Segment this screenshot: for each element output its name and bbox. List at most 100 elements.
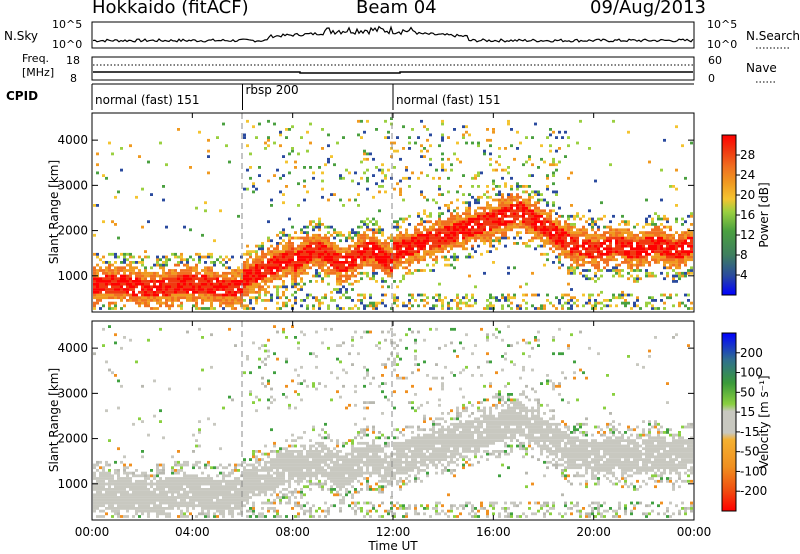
range-time-cell [489, 195, 492, 199]
range-time-cell [198, 428, 201, 432]
range-time-cell [282, 330, 285, 334]
range-time-cell [327, 307, 330, 310]
range-time-cell [360, 263, 363, 267]
range-time-cell [540, 157, 543, 161]
range-time-cell [411, 304, 414, 308]
range-time-cell [249, 301, 252, 305]
range-time-cell [288, 233, 291, 237]
range-time-cell [255, 482, 258, 486]
range-time-cell [204, 463, 207, 467]
range-time-cell [96, 477, 99, 480]
range-time-cell [342, 274, 345, 278]
range-time-cell [252, 280, 255, 283]
range-time-cell [174, 274, 177, 278]
range-time-cell [438, 244, 441, 248]
range-time-cell [192, 293, 195, 297]
range-time-cell [354, 263, 357, 267]
range-time-cell [312, 239, 315, 243]
range-time-cell [237, 271, 240, 275]
range-time-cell [243, 371, 246, 375]
range-time-cell [591, 242, 594, 245]
range-time-cell [552, 171, 555, 175]
range-time-cell [192, 498, 195, 502]
range-time-cell [309, 258, 312, 262]
range-time-cell [255, 266, 258, 270]
range-time-cell [153, 501, 156, 505]
range-time-cell [138, 482, 141, 486]
range-time-cell [612, 296, 615, 300]
range-time-cell [501, 193, 504, 196]
range-time-cell [252, 263, 255, 267]
range-time-cell [339, 252, 342, 256]
range-time-cell [597, 301, 600, 305]
range-time-cell [612, 214, 615, 218]
range-time-cell [624, 220, 627, 224]
range-time-cell [180, 282, 183, 286]
range-time-cell [282, 244, 285, 248]
range-time-cell [186, 288, 189, 291]
range-time-cell [435, 250, 438, 253]
range-time-cell [579, 258, 582, 262]
range-time-cell [222, 285, 225, 289]
range-time-cell [252, 452, 255, 456]
range-time-cell [501, 231, 504, 234]
range-time-cell [297, 269, 300, 272]
range-time-cell [450, 239, 453, 243]
range-time-cell [393, 299, 396, 302]
range-time-cell [105, 290, 108, 294]
range-time-cell [126, 466, 129, 470]
range-time-cell [354, 274, 357, 278]
range-time-cell [228, 496, 231, 499]
range-time-cell [678, 233, 681, 237]
range-time-cell [435, 220, 438, 224]
range-time-cell [453, 228, 456, 232]
range-time-cell [327, 266, 330, 270]
range-time-cell [183, 225, 186, 229]
range-time-cell [585, 236, 588, 240]
range-time-cell [528, 214, 531, 218]
range-time-cell [219, 488, 222, 491]
range-time-cell [483, 242, 486, 245]
range-time-cell [102, 304, 105, 308]
range-time-cell [102, 296, 105, 300]
range-time-cell [225, 290, 228, 294]
range-time-cell [558, 239, 561, 243]
range-time-cell [102, 288, 105, 291]
range-time-cell [576, 233, 579, 237]
range-time-cell [249, 458, 252, 461]
range-time-cell [669, 228, 672, 232]
range-time-cell [228, 301, 231, 305]
range-time-cell [603, 239, 606, 243]
range-time-cell [654, 247, 657, 251]
range-time-cell [174, 293, 177, 297]
range-time-cell [360, 233, 363, 237]
range-time-cell [675, 271, 678, 275]
range-time-cell [438, 228, 441, 232]
range-time-cell [435, 168, 438, 172]
range-time-cell [177, 493, 180, 497]
range-time-cell [426, 220, 429, 224]
range-time-cell [537, 212, 540, 215]
range-time-cell [207, 277, 210, 281]
range-time-cell [438, 223, 441, 226]
range-time-cell [408, 244, 411, 248]
range-time-cell [135, 496, 138, 499]
range-time-cell [228, 160, 231, 164]
range-time-cell [165, 263, 168, 267]
range-time-cell [174, 269, 177, 272]
range-time-cell [96, 288, 99, 291]
range-time-cell [687, 236, 690, 240]
range-time-cell [120, 515, 123, 518]
range-time-cell [192, 433, 195, 437]
range-time-cell [618, 247, 621, 251]
range-time-cell [279, 450, 282, 453]
range-time-cell [636, 250, 639, 253]
range-time-cell [525, 223, 528, 226]
range-time-cell [438, 187, 441, 191]
range-time-cell [234, 496, 237, 499]
range-time-cell [240, 288, 243, 291]
range-time-cell [609, 244, 612, 248]
range-time-cell [324, 244, 327, 248]
range-time-cell [210, 290, 213, 294]
range-time-cell [465, 214, 468, 218]
